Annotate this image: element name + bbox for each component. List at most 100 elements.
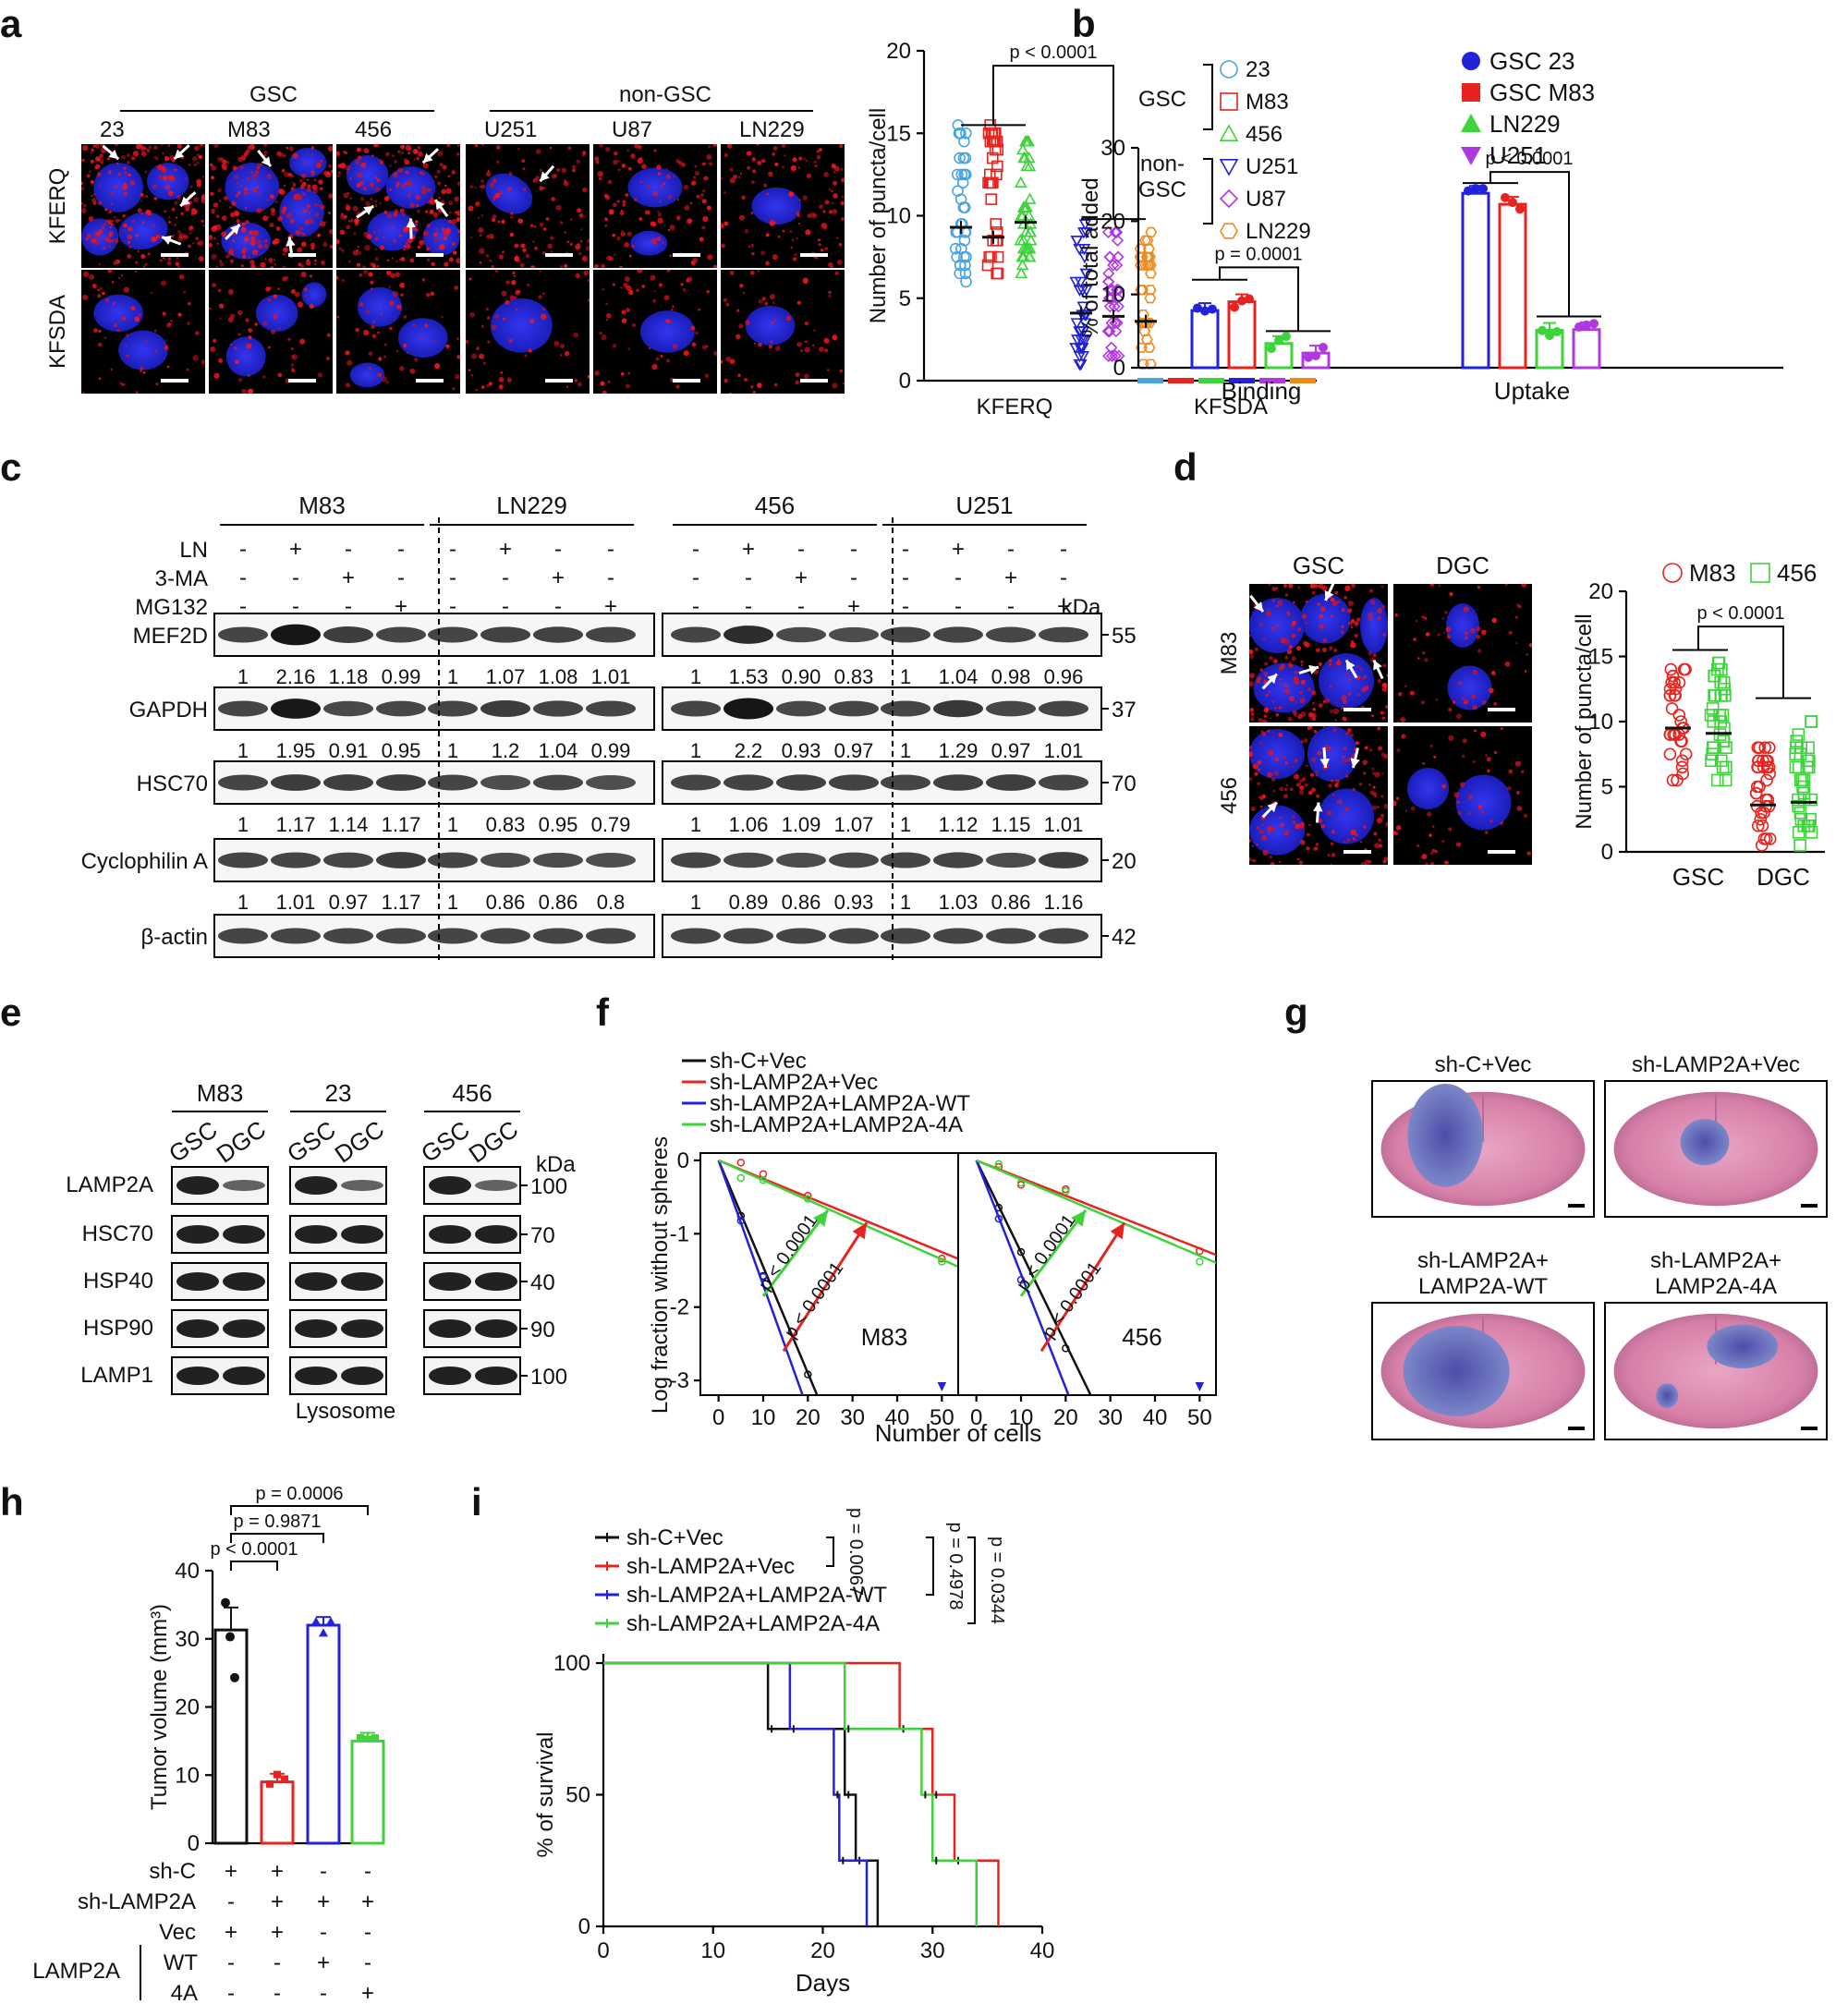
micrograph-456-DGC-punctum: [1448, 735, 1454, 741]
micrograph-kferq-23-punctum: [104, 237, 109, 242]
micrograph-kferq-LN229-punctum: [796, 214, 800, 217]
data-point-M83: [1758, 741, 1771, 755]
micrograph-kferq-U251-punctum: [530, 265, 536, 268]
micrograph-kferq-U251-punctum: [488, 233, 494, 239]
micrograph-kferq-U87-punctum: [619, 211, 625, 216]
treatment-sign: -: [902, 594, 909, 619]
micrograph-kferq-456-punctum: [395, 181, 400, 186]
legend-label-456: 456: [1777, 559, 1817, 587]
micrograph-kferq-23-punctum: [81, 186, 85, 191]
micrograph-kferq-23-punctum: [96, 235, 101, 239]
data-point-456: [1708, 688, 1720, 702]
micrograph-kferq-456-punctum: [455, 211, 458, 214]
micrograph-456-DGC-punctum: [1477, 805, 1482, 809]
micrograph-456-GSC-punctum: [1252, 763, 1258, 770]
blot-band: [376, 700, 426, 717]
micrograph-kferq-23-punctum: [198, 154, 203, 160]
micrograph-M83-GSC-punctum: [1342, 716, 1346, 722]
micrograph-kferq-23-punctum: [104, 208, 108, 212]
micrograph-kferq-M83-arrowhead: [229, 225, 240, 235]
blot-band: [480, 852, 530, 868]
band-ratio: 0.93: [782, 739, 821, 762]
micrograph-kfsda-456-punctum: [396, 304, 402, 310]
data-point: [230, 1672, 239, 1682]
micrograph-456-GSC-punctum: [1332, 727, 1337, 733]
micrograph-kfsda-23-punctum: [140, 366, 144, 370]
data-point-23: [958, 168, 971, 181]
micrograph-kferq-U251-punctum: [496, 160, 500, 164]
micrograph-kfsda-U251-content: [466, 270, 590, 392]
micrograph-kfsda-U87-punctum: [672, 344, 678, 350]
data-point-GSC M83: [1230, 302, 1239, 312]
micrograph-kfsda-M83-punctum: [317, 372, 323, 378]
micrograph-kfsda-23-punctum: [179, 274, 185, 280]
blot-band: [586, 700, 636, 717]
micrograph-456-DGC-punctum: [1457, 810, 1462, 816]
data-point-23: [954, 152, 966, 164]
treatment-sign: +: [742, 537, 755, 562]
row-sign: -: [364, 1950, 371, 1975]
micrograph-kferq-U251-punctum: [522, 167, 526, 171]
micrograph-kferq-23-punctum: [201, 194, 205, 200]
micrograph-M83-GSC-punctum: [1284, 593, 1289, 597]
micrograph-M83-DGC-punctum: [1429, 584, 1435, 587]
micrograph-kfsda-U251-punctum: [500, 379, 503, 383]
micrograph-M83-GSC-punctum: [1305, 622, 1307, 625]
bracket-i-2-label: p = 0.4978: [945, 1522, 966, 1609]
micrograph-M83-GSC-punctum: [1380, 711, 1384, 715]
micrograph-M83-GSC-punctum: [1276, 624, 1281, 627]
treatment-sign: -: [239, 537, 247, 562]
plot-area: [975, 1159, 1216, 1395]
micrograph-kferq-M83-punctum: [328, 193, 333, 199]
micrograph-kferq-U87-punctum: [599, 176, 602, 180]
micrograph-kferq-U251-punctum: [514, 243, 519, 249]
micrograph-kferq-456-punctum: [371, 186, 374, 189]
micrograph-kferq-23-nucleus: [147, 163, 189, 200]
blot-band: [475, 1366, 517, 1385]
micrograph-456-GSC-nucleus: [1249, 729, 1305, 779]
micrograph-kfsda-LN229-punctum: [773, 319, 777, 322]
micrograph-kferq-U87-punctum: [699, 237, 704, 242]
data-point-LN229: [1144, 293, 1157, 304]
micrograph-M83-DGC-punctum: [1465, 631, 1468, 636]
data-point-sh-LAMP2A+LAMP2A-4A: [736, 1173, 746, 1183]
data-point-M83: [1663, 747, 1677, 761]
micrograph-M83-GSC-punctum: [1304, 642, 1310, 648]
micrograph-kferq-U87-punctum: [634, 144, 639, 149]
micrograph-kferq-456-punctum: [389, 188, 392, 191]
micrograph-456-GSC-punctum: [1257, 782, 1261, 786]
micrograph-kferq-23-punctum: [202, 224, 205, 227]
micrograph-kferq-LN229-punctum: [841, 177, 845, 183]
micrograph-kfsda-M83-punctum: [297, 301, 304, 308]
micrograph-kferq-U87-punctum: [667, 228, 671, 232]
micrograph-kferq-23-punctum: [81, 201, 84, 206]
micrograph-kferq-M83-punctum: [306, 178, 310, 181]
treatment-sign: +: [499, 537, 512, 562]
micrograph-kfsda-U87-punctum: [706, 289, 710, 294]
micrograph-kferq-U87-punctum: [653, 241, 657, 245]
band-ratio: 1.15: [991, 813, 1031, 836]
data-point-456: [1789, 760, 1803, 774]
data-point: [281, 1775, 288, 1783]
blot-band: [376, 626, 426, 643]
micrograph-M83-GSC-punctum: [1331, 600, 1338, 606]
micrograph-kfsda-456-punctum: [363, 329, 370, 335]
data-point-23: [958, 234, 971, 247]
micrograph-456-DGC-punctum: [1500, 821, 1503, 825]
micrograph-kferq-U87-punctum: [708, 145, 711, 149]
micrograph-kferq-LN229-punctum: [737, 176, 741, 179]
data-point-456: [1805, 793, 1818, 807]
band-ratio: 1.06: [729, 813, 769, 836]
micrograph-kferq-U87-punctum: [658, 200, 662, 203]
micrograph-kferq-M83-punctum: [241, 222, 246, 226]
micrograph-M83-GSC-punctum: [1264, 662, 1269, 666]
data-point-U251: [1589, 319, 1599, 329]
micrograph-kferq-M83-punctum: [283, 185, 286, 188]
survival-curve-sh-LAMP2A+Vec: [603, 1661, 1000, 1926]
micrograph-kferq-456-punctum: [404, 182, 408, 186]
micrograph-kfsda-U251-punctum: [505, 299, 510, 305]
micrograph-kferq-M83-punctum: [289, 173, 293, 176]
micrograph-M83-DGC-punctum: [1445, 626, 1452, 633]
micrograph-456-GSC-punctum: [1272, 789, 1275, 793]
micrograph-M83-GSC-punctum: [1265, 693, 1269, 697]
